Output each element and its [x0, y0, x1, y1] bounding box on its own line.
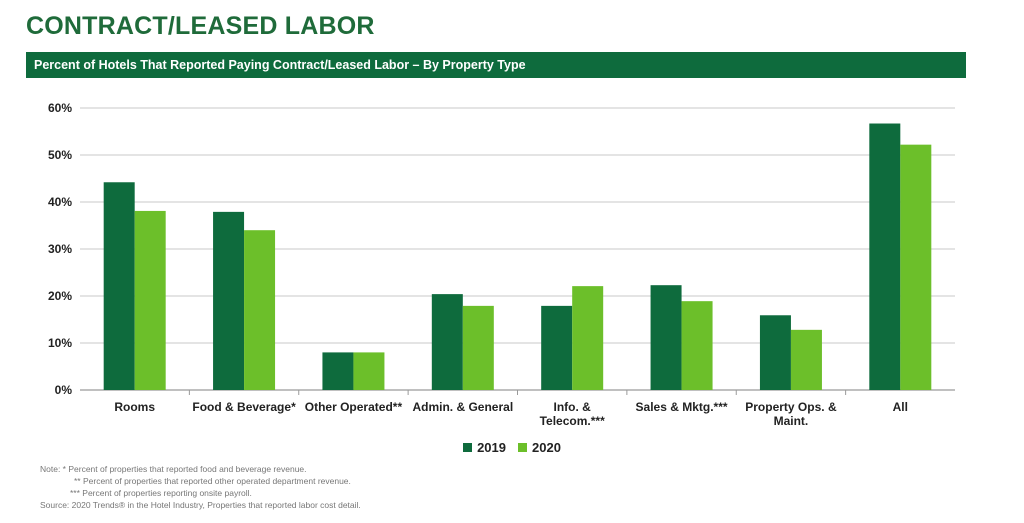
bar-2020-2	[353, 352, 385, 390]
x-category-label: Other Operated**	[305, 400, 403, 414]
bar-2020-5	[681, 301, 713, 390]
bar-2019-1	[213, 211, 245, 390]
bar-2019-5	[650, 285, 682, 390]
legend-swatch-2020	[518, 443, 527, 452]
y-tick-label: 60%	[48, 101, 72, 115]
x-category-label: Telecom.***	[540, 414, 605, 428]
bar-2020-6	[790, 329, 822, 390]
page-title: CONTRACT/LEASED LABOR	[26, 12, 375, 40]
bar-2020-7	[900, 144, 932, 390]
x-category-label: Sales & Mktg.***	[636, 400, 728, 414]
x-category-label: Property Ops. &	[745, 400, 837, 414]
chart-legend: 2019 2020	[0, 440, 1024, 455]
bar-2019-6	[759, 315, 791, 390]
bar-2019-0	[103, 182, 135, 390]
x-category-label: Admin. & General	[412, 400, 513, 414]
legend-swatch-2019	[463, 443, 473, 452]
x-category-label: All	[893, 400, 908, 414]
x-category-label: Food & Beverage*	[192, 400, 296, 414]
bar-2019-3	[431, 294, 463, 390]
y-tick-label: 20%	[48, 289, 72, 303]
x-category-label: Maint.	[774, 414, 809, 428]
y-tick-label: 10%	[48, 336, 72, 350]
bar-2020-4	[572, 286, 604, 390]
bar-2020-3	[462, 305, 494, 390]
footnote-3: *** Percent of properties reporting onsi…	[70, 488, 252, 498]
bar-2019-2	[322, 352, 354, 390]
x-category-label: Rooms	[114, 400, 155, 414]
bar-2020-1	[244, 230, 276, 390]
y-tick-label: 0%	[55, 383, 73, 397]
footnote-2: ** Percent of properties that reported o…	[74, 476, 351, 486]
source-note: Source: 2020 Trends® in the Hotel Indust…	[40, 500, 361, 510]
y-tick-label: 50%	[48, 148, 72, 162]
bar-2020-0	[134, 210, 166, 390]
footnotes: Note: * Percent of properties that repor…	[40, 463, 361, 511]
x-category-label: Info. &	[554, 400, 592, 414]
legend-item-2019: 2019	[463, 440, 506, 455]
chart-subtitle-banner: Percent of Hotels That Reported Paying C…	[26, 52, 966, 78]
legend-label-2019: 2019	[477, 440, 506, 455]
bar-chart: 0% 10% 20% 30% 40% 50% 60% Rooms Food & Beverage…	[48, 101, 955, 428]
legend-item-2020: 2020	[518, 440, 561, 455]
bar-2019-7	[869, 123, 901, 390]
y-tick-label: 40%	[48, 195, 72, 209]
bar-2019-4	[541, 305, 573, 390]
y-tick-label: 30%	[48, 242, 72, 256]
legend-label-2020: 2020	[532, 440, 561, 455]
footnote-1: Note: * Percent of properties that repor…	[40, 464, 307, 474]
